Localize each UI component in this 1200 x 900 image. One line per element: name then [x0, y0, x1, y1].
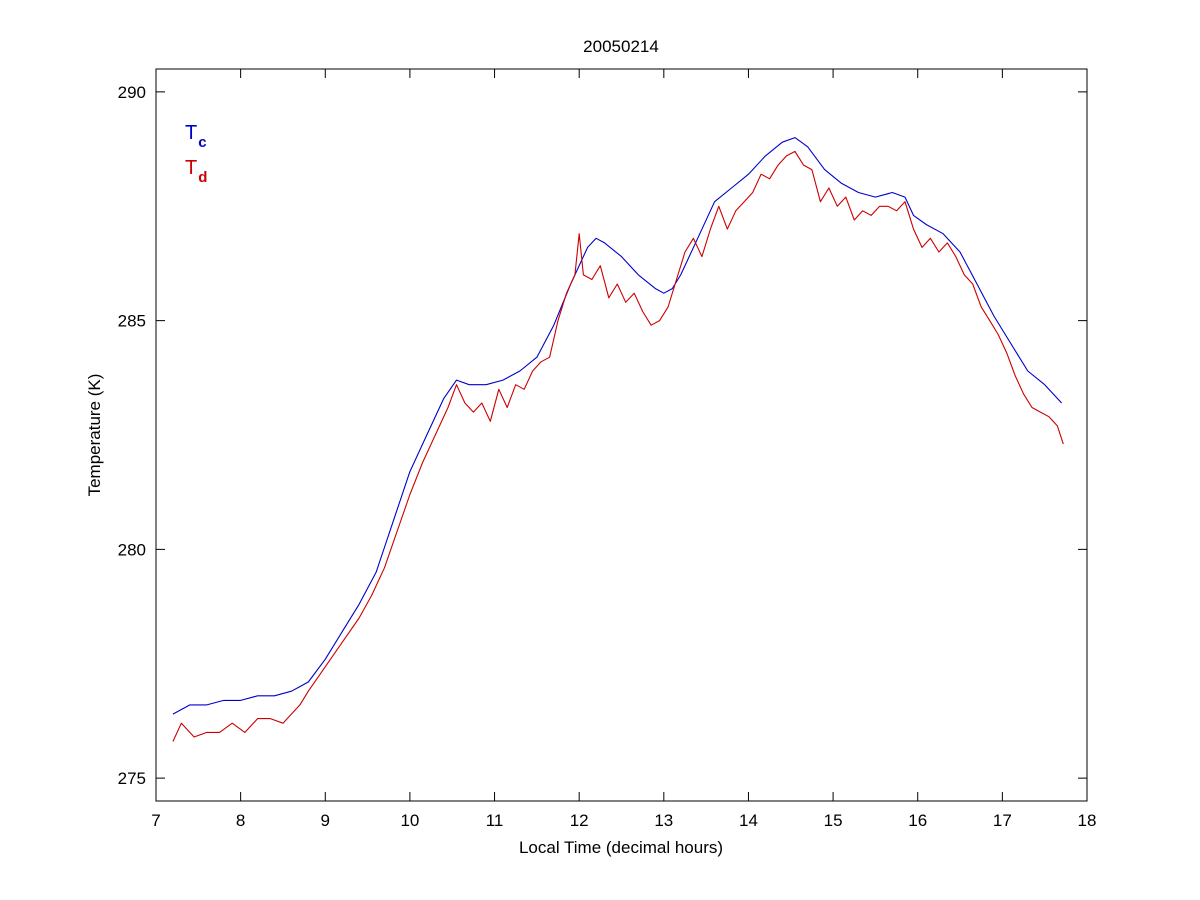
- x-tick-label: 15: [824, 811, 843, 830]
- series-line-tc: [172, 137, 1063, 715]
- axis-ticks: 7 8 9 10 11 12 13 14 15 16 17 18 275 280 285 290: [118, 69, 1097, 830]
- legend-label-subscript: d: [198, 169, 207, 186]
- x-tick-label: 14: [739, 811, 758, 830]
- y-tick-label: 285: [118, 312, 146, 331]
- legend-entry-td: Td: [185, 157, 207, 186]
- x-tick-label: 7: [151, 811, 160, 830]
- x-tick-label: 8: [236, 811, 245, 830]
- x-tick-label: 12: [570, 811, 589, 830]
- series-line-td: [172, 150, 1064, 742]
- x-tick-label: 9: [321, 811, 330, 830]
- x-tick-label: 13: [654, 811, 673, 830]
- x-axis-label: Local Time (decimal hours): [519, 838, 723, 857]
- x-tick-label: 18: [1078, 811, 1097, 830]
- x-tick-label: 16: [908, 811, 927, 830]
- legend-label-main: T: [185, 157, 197, 179]
- y-axis-label: Temperature (K): [85, 374, 104, 497]
- plot-frame: [155, 68, 1088, 802]
- y-tick-label: 275: [118, 769, 146, 788]
- x-tick-label: 17: [993, 811, 1012, 830]
- x-tick-label: 10: [400, 811, 419, 830]
- y-tick-label: 290: [118, 83, 146, 102]
- legend-label-main: T: [185, 122, 197, 144]
- chart-title: 20050214: [583, 37, 659, 56]
- legend-entry-tc: Tc: [185, 122, 207, 151]
- legend-label-subscript: c: [198, 134, 206, 151]
- x-tick-label: 11: [486, 811, 504, 830]
- y-tick-label: 280: [118, 540, 146, 559]
- plot-series: [172, 137, 1064, 742]
